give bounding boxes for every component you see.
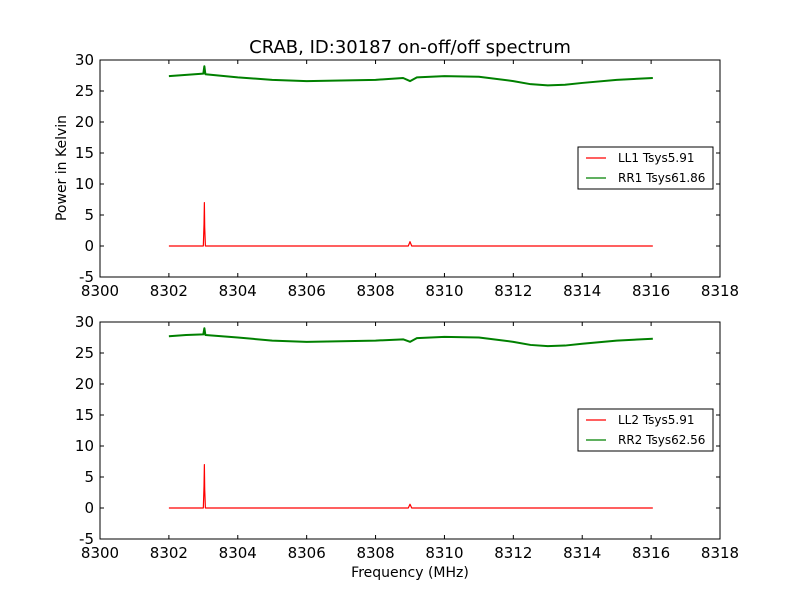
x-tick-label: 8316 <box>632 544 670 562</box>
x-tick-label: 8300 <box>81 282 119 300</box>
x-tick-label: 8316 <box>632 282 670 300</box>
y-tick-label: -5 <box>79 530 94 548</box>
axes-frame <box>99 321 721 540</box>
y-tick-label: 5 <box>84 206 94 224</box>
top-subplot: 8300 8302 8304 8306 8308 8310 8312 8314 8316 8318… <box>75 51 739 300</box>
y-tick-label: 20 <box>75 113 94 131</box>
x-tick-label: 8304 <box>219 282 257 300</box>
y-tick-label: 25 <box>75 344 94 362</box>
x-tick-label: 8312 <box>494 544 532 562</box>
y-tick-label: 25 <box>75 82 94 100</box>
series-line-green <box>168 65 653 87</box>
x-tick-label: 8306 <box>288 544 326 562</box>
x-tick-label: 8304 <box>219 544 257 562</box>
y-tick-label: 30 <box>75 313 94 331</box>
x-tick-label: 8308 <box>356 282 394 300</box>
series-line-red <box>168 464 653 509</box>
x-tick-label: 8302 <box>150 282 188 300</box>
axes-frame <box>99 59 721 278</box>
y-tick-label: -5 <box>79 268 94 286</box>
y-tick-label: 0 <box>84 499 94 517</box>
legend-box <box>577 408 714 452</box>
x-tick-label: 8312 <box>494 282 532 300</box>
x-tick-label: 8308 <box>356 544 394 562</box>
y-tick-label: 15 <box>75 406 94 424</box>
x-tick-label: 8310 <box>425 282 463 300</box>
y-tick-label: 5 <box>84 468 94 486</box>
bottom-subplot: 8300 8302 8304 8306 8308 8310 8312 8314 8316 8318… <box>75 313 739 562</box>
legend-label: LL1 Tsys5.91 <box>618 151 695 165</box>
x-tick-label: 8300 <box>81 544 119 562</box>
chart-title: CRAB, ID:30187 on-off/off spectrum <box>249 37 571 58</box>
y-tick-label: 15 <box>75 144 94 162</box>
y-tick-label: 10 <box>75 437 94 455</box>
x-tick-label: 8306 <box>288 282 326 300</box>
legend-label: LL2 Tsys5.91 <box>618 413 695 427</box>
x-tick-label: 8314 <box>563 544 601 562</box>
y-tick-label: 10 <box>75 175 94 193</box>
x-tick-label: 8310 <box>425 544 463 562</box>
x-tick-label: 8318 <box>701 282 739 300</box>
y-tick-label: 30 <box>75 51 94 69</box>
legend-label: RR2 Tsys62.56 <box>618 433 705 447</box>
legend-label: RR1 Tsys61.86 <box>618 171 705 185</box>
legend-box <box>577 146 714 190</box>
x-tick-label: 8318 <box>701 544 739 562</box>
y-tick-label: 20 <box>75 375 94 393</box>
x-tick-label: 8314 <box>563 282 601 300</box>
series-line-green <box>168 327 653 348</box>
series-line-red <box>168 202 653 247</box>
y-tick-label: 0 <box>84 237 94 255</box>
x-tick-label: 8302 <box>150 544 188 562</box>
y-axis-label: Power in Kelvin <box>54 115 70 221</box>
x-axis-label: Frequency (MHz) <box>351 565 469 581</box>
